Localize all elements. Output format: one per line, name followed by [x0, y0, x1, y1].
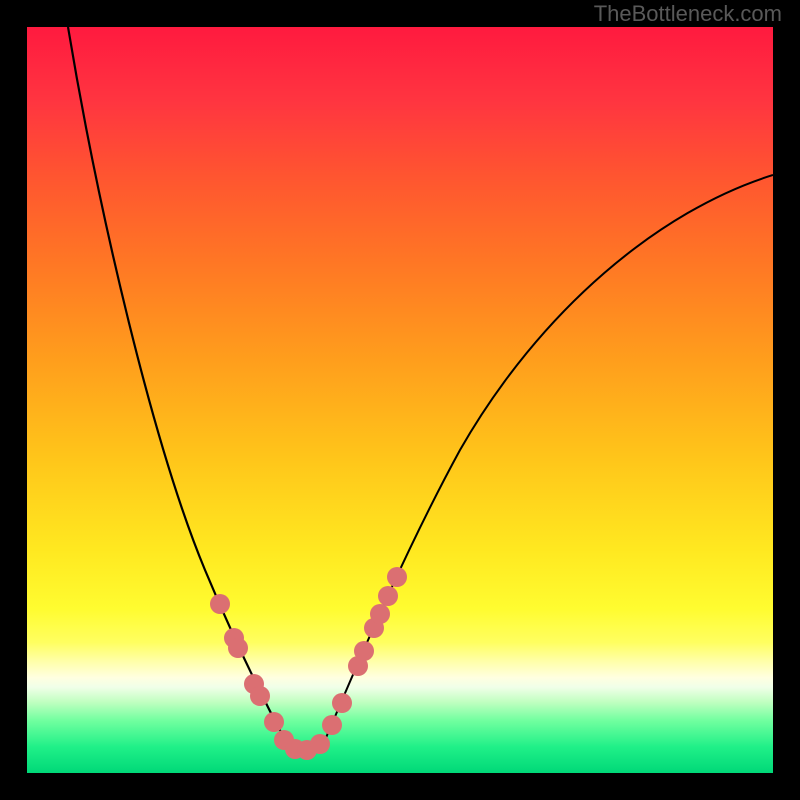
data-point — [370, 604, 390, 624]
data-point — [354, 641, 374, 661]
data-point — [228, 638, 248, 658]
chart-frame: TheBottleneck.com — [0, 0, 800, 800]
data-point — [322, 715, 342, 735]
data-point — [332, 693, 352, 713]
chart-canvas — [0, 0, 800, 800]
gradient-background — [27, 27, 773, 773]
data-point — [264, 712, 284, 732]
data-point — [310, 734, 330, 754]
data-point — [387, 567, 407, 587]
watermark-text: TheBottleneck.com — [594, 1, 782, 27]
data-point — [250, 686, 270, 706]
data-point — [378, 586, 398, 606]
data-point — [210, 594, 230, 614]
